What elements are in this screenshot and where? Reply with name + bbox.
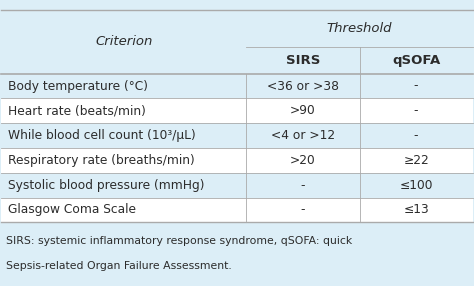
Text: -: - xyxy=(414,129,419,142)
Bar xyxy=(1,47,473,74)
Text: <36 or >38: <36 or >38 xyxy=(267,80,339,92)
Text: -: - xyxy=(414,80,419,92)
Text: ≤13: ≤13 xyxy=(403,203,429,217)
Text: While blood cell count (10³/μL): While blood cell count (10³/μL) xyxy=(9,129,196,142)
Text: SIRS: systemic inflammatory response syndrome, qSOFA: quick: SIRS: systemic inflammatory response syn… xyxy=(6,237,352,247)
Text: Criterion: Criterion xyxy=(95,35,153,48)
Bar xyxy=(1,173,473,198)
Text: <4 or >12: <4 or >12 xyxy=(271,129,335,142)
Text: -: - xyxy=(301,203,305,217)
Text: Respiratory rate (breaths/min): Respiratory rate (breaths/min) xyxy=(9,154,195,167)
Text: Threshold: Threshold xyxy=(327,22,392,35)
Bar xyxy=(1,123,473,148)
Bar xyxy=(1,98,473,123)
Text: Sepsis-related Organ Failure Assessment.: Sepsis-related Organ Failure Assessment. xyxy=(6,261,232,271)
Text: -: - xyxy=(414,104,419,117)
Text: SIRS: SIRS xyxy=(286,54,320,67)
Text: Body temperature (°C): Body temperature (°C) xyxy=(9,80,148,92)
Bar xyxy=(1,198,473,222)
Text: >90: >90 xyxy=(290,104,316,117)
Bar xyxy=(1,148,473,173)
Text: -: - xyxy=(301,179,305,192)
Text: Heart rate (beats/min): Heart rate (beats/min) xyxy=(9,104,146,117)
Text: ≥22: ≥22 xyxy=(403,154,429,167)
Text: ≤100: ≤100 xyxy=(399,179,433,192)
Text: Systolic blood pressure (mmHg): Systolic blood pressure (mmHg) xyxy=(9,179,205,192)
Bar xyxy=(1,10,473,47)
Text: >20: >20 xyxy=(290,154,316,167)
Bar xyxy=(1,74,473,98)
Text: qSOFA: qSOFA xyxy=(392,54,440,67)
Text: Glasgow Coma Scale: Glasgow Coma Scale xyxy=(9,203,137,217)
